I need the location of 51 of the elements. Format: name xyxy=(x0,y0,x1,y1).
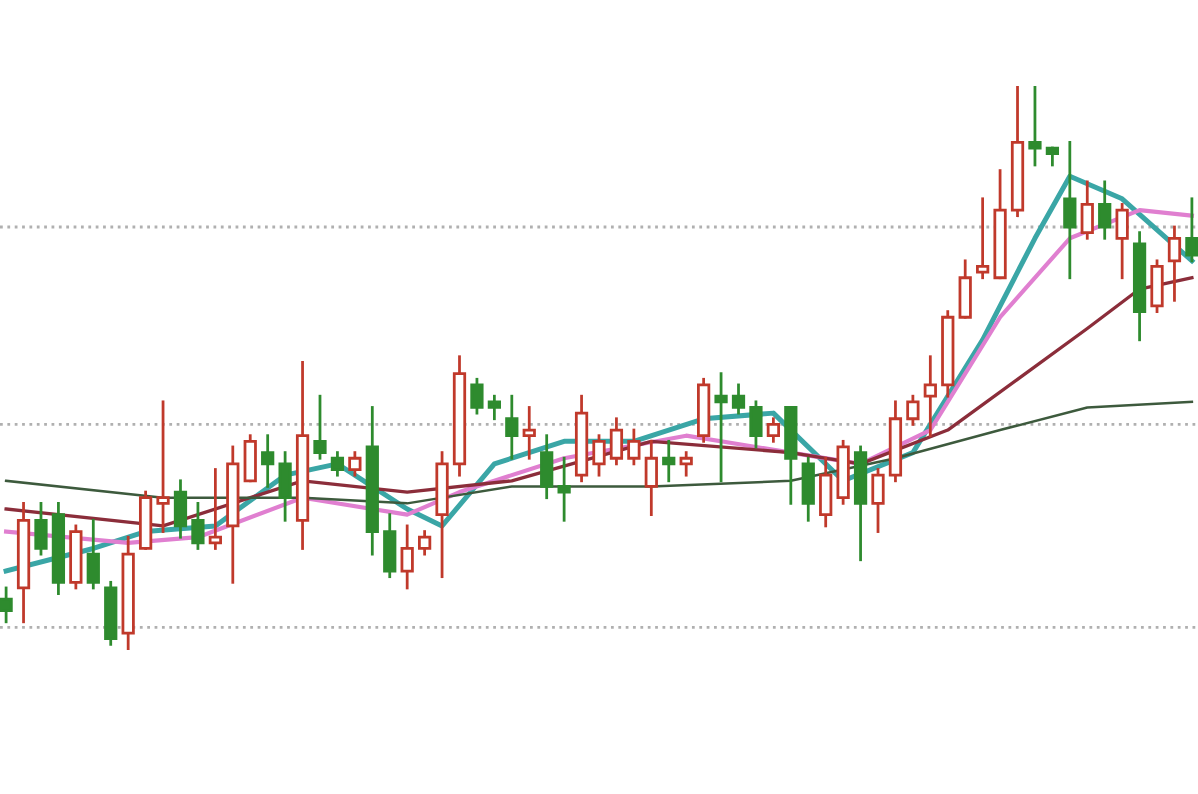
candlestick xyxy=(888,400,903,483)
candlestick xyxy=(208,468,222,550)
candlestick xyxy=(505,394,519,460)
candlestick xyxy=(679,451,693,477)
candlestick xyxy=(365,406,379,556)
candlestick xyxy=(487,394,501,421)
candlestick xyxy=(976,197,990,280)
candlestick xyxy=(1080,180,1094,240)
candlestick xyxy=(609,417,624,466)
candlestick xyxy=(1167,225,1182,302)
candlestick xyxy=(418,530,432,556)
candlestick xyxy=(69,524,83,590)
candlestick xyxy=(714,372,728,483)
candlestick xyxy=(836,439,850,505)
candlestick xyxy=(819,456,833,528)
candlestick xyxy=(1010,86,1025,218)
candlestick xyxy=(1098,180,1112,240)
candlestick xyxy=(853,445,868,562)
candlestick xyxy=(121,535,135,650)
candlestick xyxy=(522,406,536,460)
candlestick xyxy=(261,434,275,488)
candlestick xyxy=(295,360,310,550)
candlestick xyxy=(16,501,31,624)
candlestick xyxy=(1132,231,1147,342)
candlestick xyxy=(226,445,240,584)
candlestick xyxy=(644,439,658,517)
candlestick xyxy=(1115,203,1129,280)
candlestick xyxy=(731,383,746,415)
candlestick xyxy=(906,394,920,426)
candlestick xyxy=(348,451,362,477)
candlestick xyxy=(104,580,118,646)
candlestick xyxy=(540,434,554,500)
candlestick xyxy=(557,456,571,522)
candlestick xyxy=(662,439,676,483)
candlestick xyxy=(452,355,467,477)
candlestick xyxy=(941,310,955,398)
candlestick xyxy=(51,501,66,595)
candlestick xyxy=(383,513,397,579)
candlestick xyxy=(801,456,815,522)
candlestick xyxy=(766,417,780,443)
candlestick xyxy=(330,451,345,477)
candlestick xyxy=(627,428,641,466)
candlestick xyxy=(923,355,937,438)
candlestick xyxy=(574,394,589,483)
candlestick xyxy=(278,451,292,522)
candlestick xyxy=(173,479,188,539)
candlestick xyxy=(86,518,100,590)
candlestick xyxy=(1063,141,1077,280)
candlestick xyxy=(400,524,414,590)
candlestick xyxy=(697,377,711,443)
candlestick xyxy=(156,400,170,533)
